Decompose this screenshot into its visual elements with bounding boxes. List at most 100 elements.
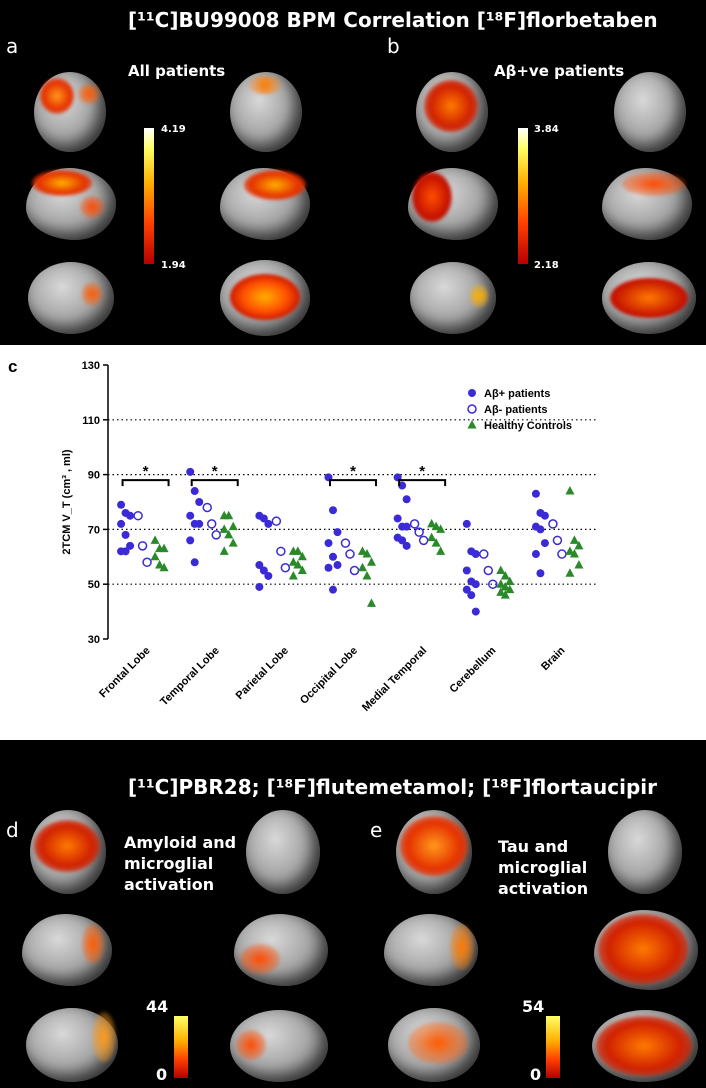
y-tick-label: 130	[82, 360, 100, 372]
data-point	[228, 538, 238, 547]
data-point	[427, 532, 437, 542]
data-point	[402, 495, 411, 504]
data-point	[540, 511, 549, 520]
activation-spot	[412, 172, 452, 222]
data-point	[195, 498, 204, 506]
activation-spot	[596, 1016, 692, 1076]
data-point	[155, 560, 165, 569]
data-point	[402, 522, 411, 531]
significance-bracket	[398, 479, 447, 487]
data-point	[536, 569, 545, 578]
scatter-chart: 30 50 70 90 110 130 2TCM V_T (cm³ , ml) Frontal…	[61, 360, 598, 714]
data-point	[471, 580, 480, 589]
data-point	[340, 538, 351, 548]
data-point	[488, 579, 498, 589]
data-point	[117, 500, 126, 509]
brain-d-top-right	[230, 1010, 328, 1082]
data-point	[552, 535, 563, 546]
data-point	[271, 516, 282, 526]
panel-d-label-line: microglial	[124, 854, 214, 873]
brain-e-front-right	[608, 810, 682, 894]
data-point	[121, 530, 130, 539]
activation-spot	[610, 278, 688, 318]
y-tick-label: 50	[88, 579, 100, 591]
data-point	[150, 551, 160, 561]
data-point	[329, 552, 337, 561]
significance-bracket	[121, 479, 170, 487]
brain-e-bottom-left	[388, 1008, 480, 1082]
activation-spot	[82, 924, 104, 964]
panel-c-letter: c	[8, 357, 18, 376]
data-point	[324, 563, 333, 572]
brain-e-top-right	[592, 1010, 698, 1082]
y-tick-label: 30	[88, 634, 100, 646]
data-point	[540, 539, 549, 548]
activation-spot	[78, 84, 100, 104]
x-tick-label: Occipital Lobe	[298, 645, 360, 707]
significance-star: *	[143, 463, 149, 480]
data-point	[479, 549, 489, 559]
activation-spot	[424, 80, 478, 132]
data-point	[462, 566, 471, 575]
data-point	[133, 510, 143, 521]
brain-b-top-right	[602, 262, 696, 334]
colorbar-a-min: 1.94	[161, 260, 186, 271]
panel-e-label-line: microglial	[498, 858, 588, 877]
data-point	[468, 389, 476, 397]
panel-d-letter: d	[6, 818, 19, 842]
data-point	[224, 529, 234, 539]
data-point	[126, 541, 135, 550]
data-point	[409, 519, 420, 529]
colorbar-b-min: 2.18	[534, 260, 559, 271]
data-point	[324, 539, 333, 548]
brain-a-top-right	[220, 260, 310, 336]
panel-e-label: Tau and microglial activation	[498, 836, 588, 899]
activation-spot	[470, 284, 488, 308]
data-point	[264, 571, 273, 580]
significance-star: *	[212, 463, 218, 480]
legend-label: Healthy Controls	[484, 420, 572, 432]
data-point	[288, 570, 298, 580]
data-point	[496, 587, 506, 596]
data-point	[345, 549, 355, 559]
data-point	[150, 535, 160, 544]
panel-e-letter: e	[370, 818, 383, 842]
data-point	[142, 557, 152, 568]
panel-c-chart: c 30 50 70 90 110 130 2TCM V_T (cm³ , ml) Front…	[0, 345, 706, 740]
panel-b-letter: b	[387, 34, 400, 58]
data-point	[565, 568, 575, 577]
brain-d-front-left	[30, 810, 106, 894]
bottom-figure-title: [¹¹C]PBR28; [¹⁸F]flutemetamol; [¹⁸F]flor…	[128, 775, 658, 799]
brain-d-side-left	[22, 914, 112, 986]
data-point	[276, 546, 286, 557]
data-point	[431, 521, 441, 531]
brain-d-front-right	[246, 810, 320, 894]
significance-bracket	[329, 479, 377, 487]
data-point	[117, 519, 126, 528]
data-point	[333, 528, 342, 537]
data-point	[462, 519, 471, 528]
brain-a-front-left	[34, 72, 106, 152]
data-point	[462, 585, 471, 594]
colorbar-a-max: 4.19	[161, 124, 186, 135]
activation-spot	[244, 170, 306, 200]
y-tick-label: 110	[82, 415, 100, 427]
data-point	[574, 560, 584, 569]
x-tick-label: Cerebellum	[448, 644, 499, 695]
data-point	[500, 590, 510, 599]
data-point	[329, 585, 337, 594]
brain-e-front-left	[396, 810, 472, 894]
colorbar-e-min: 0	[530, 1065, 542, 1084]
panel-d-label: Amyloid and microglial activation	[124, 832, 236, 895]
data-point	[358, 562, 367, 572]
activation-spot	[400, 816, 468, 876]
significance-star: *	[350, 463, 356, 480]
data-point	[536, 525, 545, 534]
data-point	[467, 404, 477, 414]
data-point	[531, 550, 540, 559]
activation-spot	[408, 1022, 468, 1064]
data-point	[202, 502, 212, 513]
activation-spot	[92, 1012, 116, 1062]
data-point	[358, 546, 367, 555]
brain-b-side-right	[602, 168, 692, 240]
